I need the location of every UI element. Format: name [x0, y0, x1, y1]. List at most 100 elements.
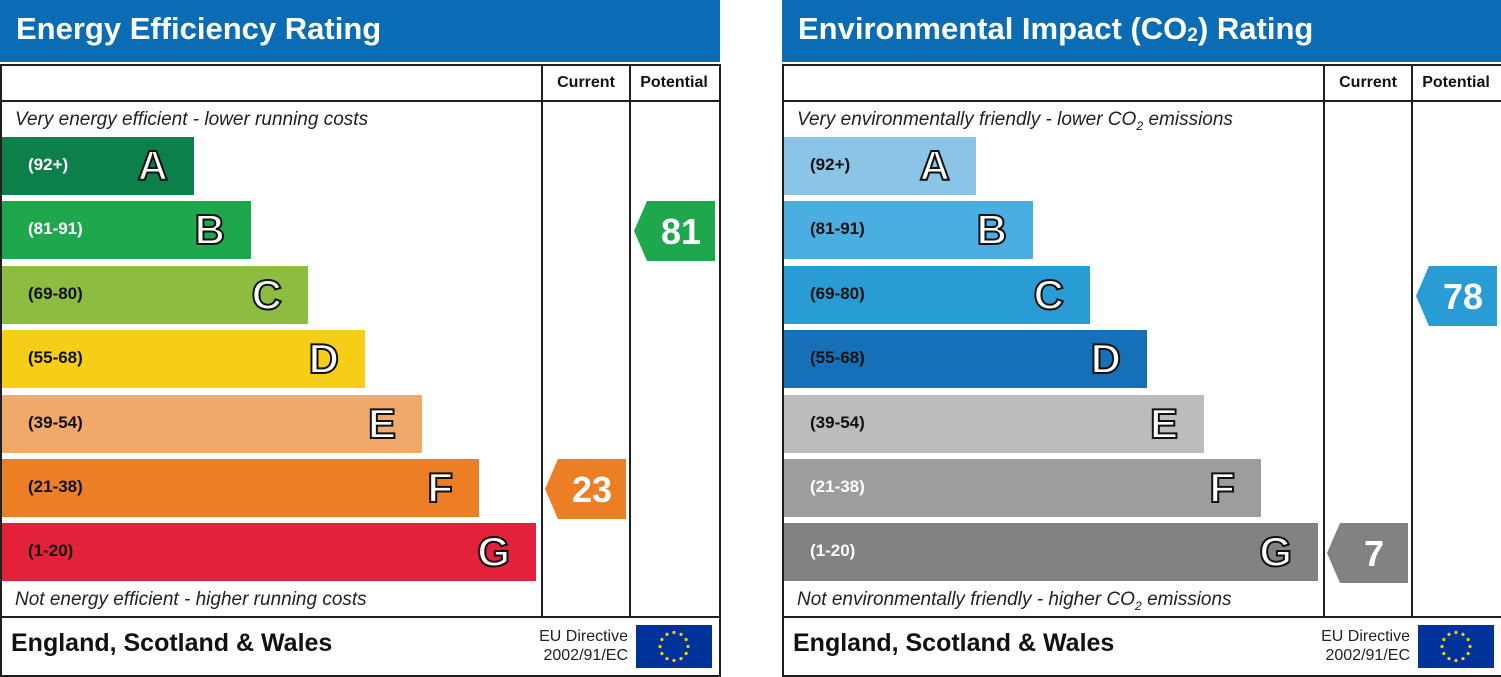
band-letter: G	[476, 527, 511, 576]
band-range-label: (21-38)	[28, 477, 83, 496]
band-range-label: (55-68)	[28, 348, 83, 368]
top-caption: Very energy efficient - lower running co…	[15, 109, 369, 130]
eu-directive-line1: EU Directive	[1321, 628, 1410, 645]
potential-rating-value: 81	[647, 201, 715, 262]
current-rating-arrow	[545, 459, 558, 519]
band-range-label: (69-80)	[810, 283, 865, 303]
eu-star-icon	[1447, 632, 1451, 636]
eu-star-icon	[679, 657, 683, 661]
eu-star-icon	[672, 630, 676, 635]
band-letter: C	[251, 270, 283, 319]
band-d: (55-68) D	[784, 330, 1147, 389]
band-range-label: (1-20)	[810, 541, 856, 561]
eu-star-icon	[1454, 630, 1458, 635]
eu-star-icon	[1447, 657, 1451, 661]
eu-star-icon	[660, 637, 664, 642]
potential-rating-pointer: 81	[634, 201, 715, 262]
potential-rating-pointer: 78	[1416, 265, 1497, 326]
band-letter: D	[1090, 334, 1122, 383]
eu-star-icon	[1461, 632, 1465, 636]
energy-efficiency-panel: Energy Efficiency Rating Current Potenti…	[0, 0, 721, 677]
top-caption: Very environmentally friendly - lower CO…	[797, 109, 1233, 133]
band-e: (39-54) E	[784, 394, 1204, 453]
eu-directive-text: EU Directive 2002/91/EC	[518, 627, 628, 665]
energy-efficiency-title: Energy Efficiency Rating	[16, 11, 382, 46]
band-f: (21-38) F	[2, 459, 479, 517]
band-letter: A	[137, 141, 169, 190]
potential-column-divider	[1411, 64, 1413, 618]
band-letter: E	[1149, 399, 1179, 448]
eu-star-icon	[660, 651, 664, 656]
environmental-impact-panel: Environmental Impact (CO2) Rating Curren…	[782, 0, 1501, 677]
band-range-label: (81-91)	[810, 219, 865, 239]
eu-star-icon	[1442, 651, 1446, 656]
band-c: (69-80) C	[2, 265, 308, 324]
footer-divider	[0, 616, 719, 618]
eu-flag-icon	[1418, 625, 1494, 668]
potential-column-header: Potential	[1422, 74, 1490, 91]
eu-flag-icon	[636, 625, 712, 668]
environmental-impact-title: Environmental Impact (CO2) Rating	[798, 11, 1314, 46]
band-d: (55-68) D	[2, 330, 365, 389]
potential-rating-arrow	[634, 201, 647, 262]
band-range-label: (39-54)	[810, 412, 865, 432]
eu-directive-line2: 2002/91/EC	[1325, 647, 1410, 664]
current-column-divider	[541, 64, 543, 618]
band-letter: F	[426, 463, 454, 512]
current-rating-value: 7	[1340, 523, 1408, 584]
eu-directive-text: EU Directive 2002/91/EC	[1300, 627, 1410, 665]
band-b: (81-91) B	[2, 201, 251, 260]
eu-star-icon	[672, 658, 676, 663]
potential-rating-value: 78	[1429, 265, 1497, 326]
potential-column-divider	[629, 64, 631, 618]
current-rating-arrow	[1327, 523, 1340, 584]
band-range-label: (39-54)	[28, 412, 83, 432]
band-range-label: (69-80)	[28, 283, 83, 303]
band-g: (1-20) G	[784, 523, 1318, 582]
header-divider	[0, 100, 719, 102]
eu-star-icon	[1454, 658, 1458, 663]
band-e: (39-54) E	[2, 394, 422, 453]
energy-efficiency-title-bar: Energy Efficiency Rating	[0, 0, 720, 62]
band-letter: A	[919, 141, 951, 190]
potential-rating-arrow	[1416, 265, 1429, 326]
eu-star-icon	[1440, 644, 1444, 649]
bottom-caption: Not environmentally friendly - higher CO…	[797, 589, 1232, 613]
eu-star-icon	[1461, 657, 1465, 661]
eu-star-icon	[658, 644, 662, 649]
eu-star-icon	[684, 637, 688, 642]
band-letter: C	[1033, 270, 1065, 319]
current-rating-pointer: 23	[545, 459, 626, 519]
band-range-label: (81-91)	[28, 219, 83, 239]
footer-divider	[782, 616, 1501, 618]
band-letter: D	[308, 334, 340, 383]
eu-star-icon	[686, 644, 690, 649]
eu-star-icon	[665, 632, 669, 636]
eu-star-icon	[1466, 651, 1470, 656]
eu-star-icon	[1442, 637, 1446, 642]
band-b: (81-91) B	[784, 201, 1033, 260]
band-c: (69-80) C	[784, 265, 1090, 324]
header-divider	[782, 100, 1501, 102]
current-column-header: Current	[1339, 74, 1397, 91]
band-range-label: (92+)	[28, 155, 69, 174]
eu-star-icon	[684, 651, 688, 656]
current-rating-value: 23	[558, 459, 626, 519]
band-letter: B	[976, 205, 1008, 254]
band-f: (21-38) F	[784, 459, 1261, 517]
eu-star-icon	[1466, 637, 1470, 642]
band-range-label: (55-68)	[810, 348, 865, 368]
band-a: (92+) A	[784, 137, 976, 195]
band-g: (1-20) G	[2, 523, 536, 582]
eu-directive-line2: 2002/91/EC	[543, 647, 628, 664]
band-range-label: (1-20)	[28, 541, 74, 561]
eu-star-icon	[679, 632, 683, 636]
band-letter: F	[1208, 463, 1236, 512]
eu-star-icon	[665, 657, 669, 661]
region-label: England, Scotland & Wales	[793, 629, 1115, 657]
potential-column-header: Potential	[640, 74, 708, 91]
band-a: (92+) A	[2, 137, 194, 195]
current-column-header: Current	[557, 74, 615, 91]
band-range-label: (21-38)	[810, 477, 865, 496]
band-letter: G	[1258, 527, 1293, 576]
